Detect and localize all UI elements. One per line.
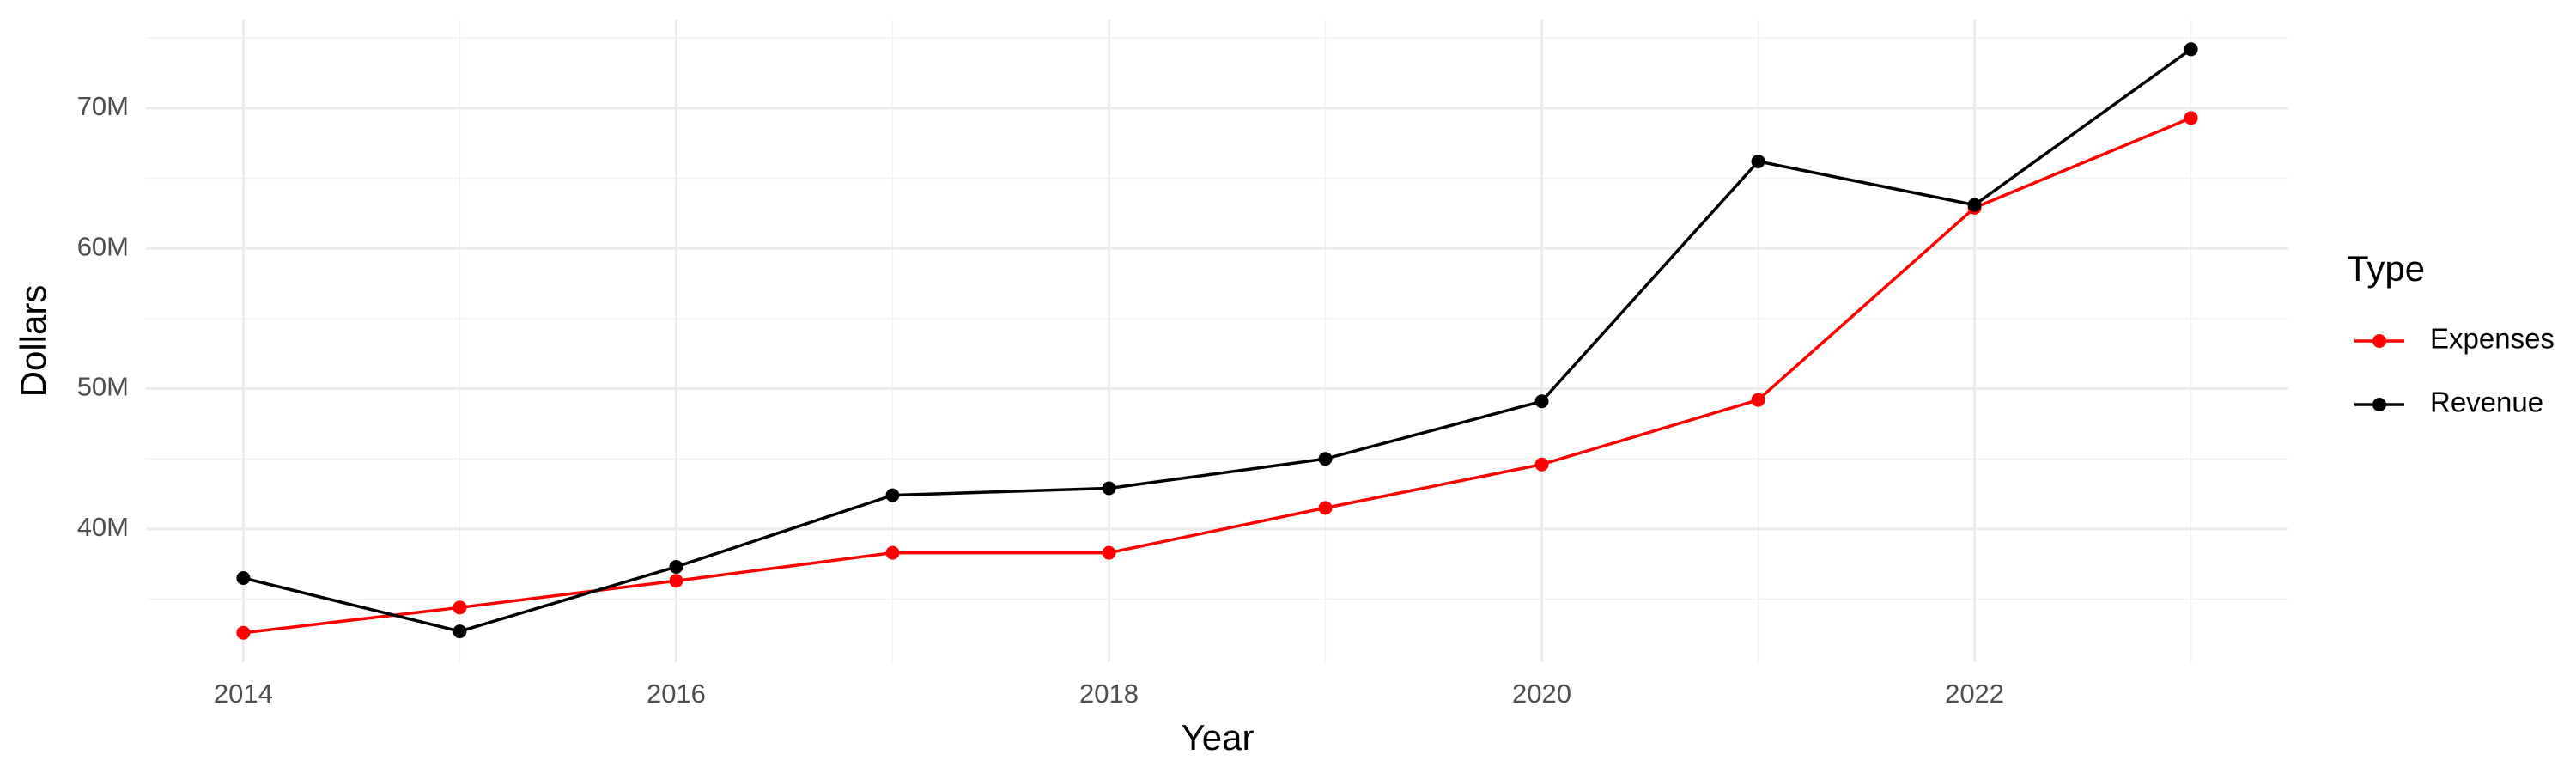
data-point	[669, 574, 683, 588]
x-tick-label: 2018	[1079, 679, 1139, 709]
data-point	[1102, 545, 1116, 560]
legend-label: Revenue	[2430, 386, 2543, 418]
data-point	[2184, 111, 2198, 125]
legend-key-point	[2372, 398, 2386, 411]
legend-title: Type	[2347, 248, 2425, 289]
y-tick-label: 50M	[77, 372, 129, 402]
x-tick-label: 2020	[1512, 679, 1571, 709]
y-tick-label: 70M	[77, 91, 129, 121]
data-point	[885, 488, 900, 502]
legend-key-point	[2372, 334, 2386, 348]
y-tick-label: 40M	[77, 512, 129, 542]
series-line	[243, 116, 2192, 635]
data-point	[1318, 452, 1333, 466]
data-point	[1967, 198, 1982, 212]
data-point	[2184, 42, 2198, 57]
data-point	[1751, 393, 1765, 407]
x-tick-label: 2014	[214, 679, 273, 709]
series-line	[242, 47, 2192, 633]
y-axis-title: Dollars	[13, 285, 53, 398]
data-point	[1534, 457, 1549, 472]
data-point	[885, 545, 900, 560]
x-tick-label: 2022	[1945, 679, 2004, 709]
data-point	[453, 600, 467, 615]
data-point	[1102, 481, 1116, 496]
data-point	[1534, 394, 1549, 409]
data-point	[1751, 154, 1765, 168]
x-axis-title: Year	[1182, 717, 1255, 758]
data-point	[453, 624, 467, 639]
data-point	[236, 571, 251, 586]
x-tick-label: 2016	[647, 679, 706, 709]
legend-label: Expenses	[2430, 323, 2555, 355]
y-tick-label: 60M	[77, 231, 129, 261]
data-point	[1318, 501, 1333, 515]
data-point	[236, 625, 251, 640]
data-point	[669, 559, 683, 574]
